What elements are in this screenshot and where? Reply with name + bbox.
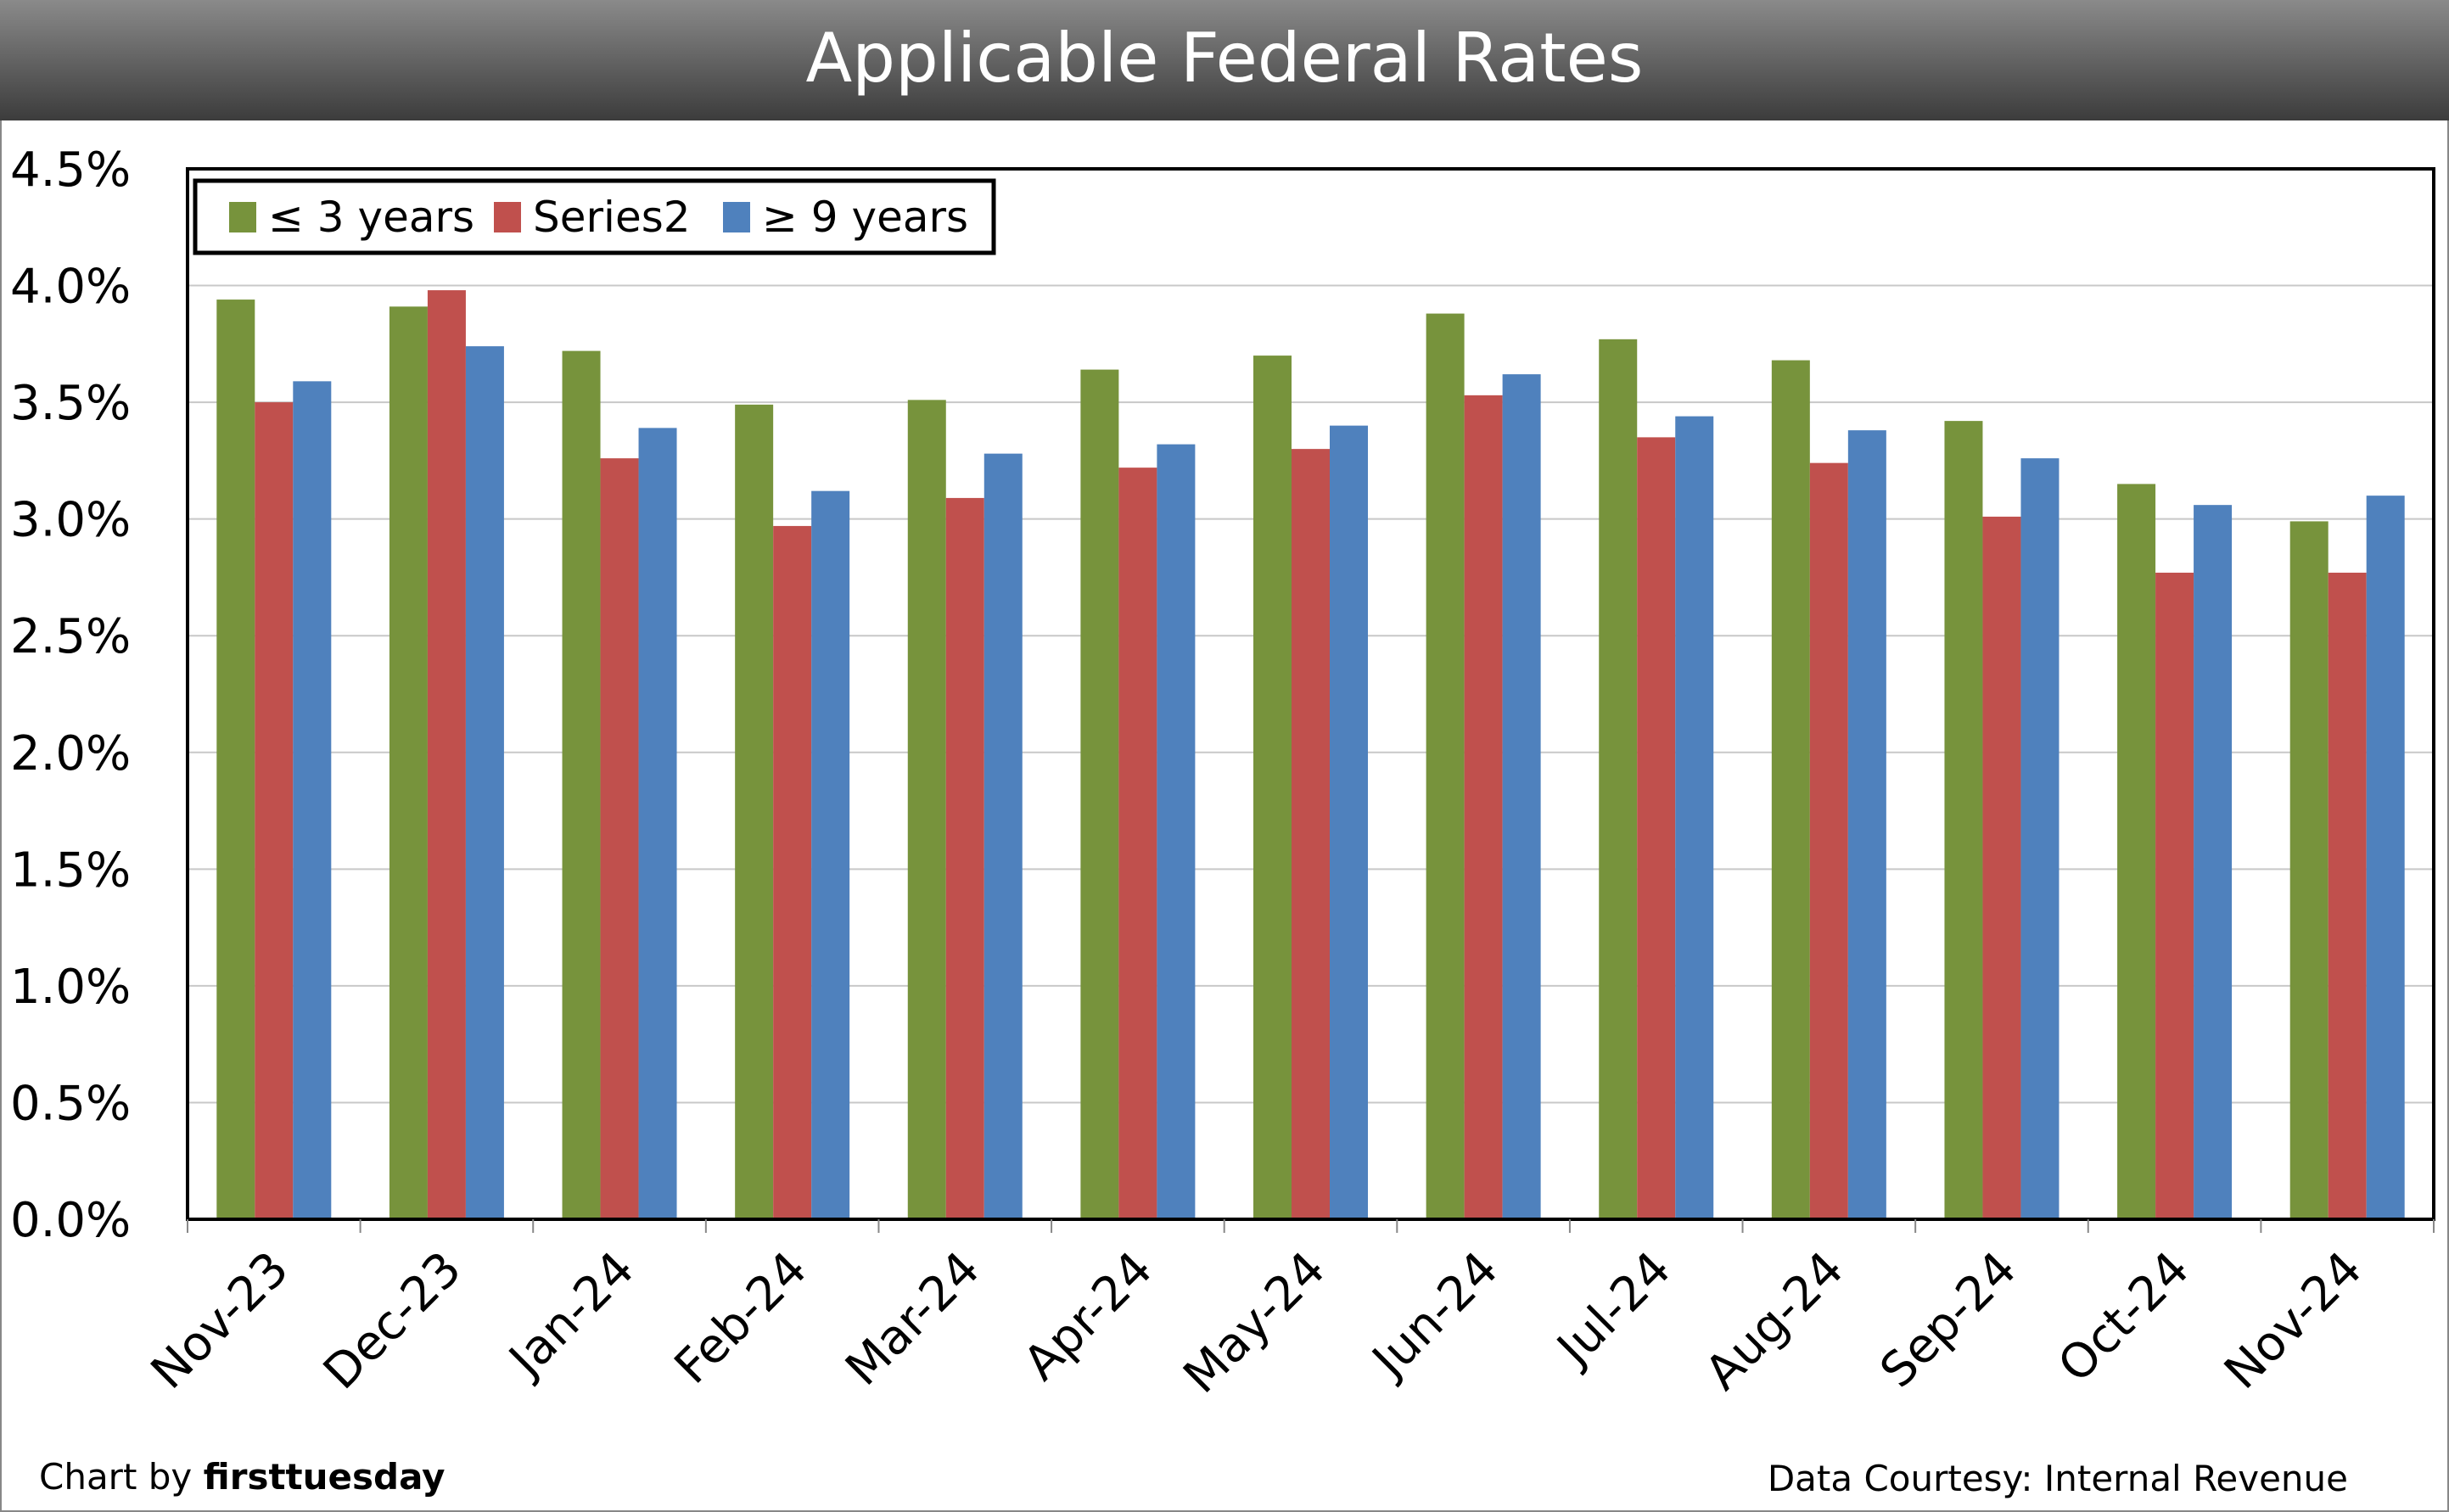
bar-1-Jun-24 <box>1464 395 1503 1219</box>
y-tick-label: 2.0% <box>10 726 131 781</box>
legend-label-1: Series2 <box>533 193 691 242</box>
bar-0-Dec-23 <box>389 306 428 1219</box>
bar-2-Oct-24 <box>2194 505 2233 1219</box>
bar-0-Jun-24 <box>1426 313 1465 1220</box>
legend-box <box>193 178 996 255</box>
bar-0-Nov-24 <box>2289 521 2329 1219</box>
y-tick-label: 2.5% <box>10 609 131 664</box>
bar-2-Dec-23 <box>465 346 504 1219</box>
bar-1-Oct-24 <box>2155 572 2194 1219</box>
bar-1-Jan-24 <box>600 458 639 1219</box>
bar-2-Nov-24 <box>2366 496 2405 1219</box>
y-tick-label: 4.5% <box>10 143 131 198</box>
bar-0-Sep-24 <box>1944 421 1983 1219</box>
bar-0-Aug-24 <box>1771 360 1810 1219</box>
bar-2-Mar-24 <box>984 453 1023 1219</box>
bar-1-Mar-24 <box>945 497 984 1219</box>
y-tick-label: 4.0% <box>10 260 131 315</box>
y-tick-label: 1.5% <box>10 843 131 898</box>
y-tick-label: 1.0% <box>10 960 131 1015</box>
bar-2-Jun-24 <box>1502 374 1541 1219</box>
legend-swatch-1 <box>494 202 521 232</box>
bar-2-Feb-24 <box>811 490 850 1219</box>
bar-1-Nov-23 <box>255 402 294 1220</box>
bar-0-May-24 <box>1253 356 1292 1220</box>
credit-brand: firsttuesday <box>204 1456 446 1498</box>
bar-0-Feb-24 <box>735 404 774 1220</box>
legend: ≤ 3 years Series2 ≥ 9 years <box>193 178 996 255</box>
bar-1-Sep-24 <box>1982 516 2021 1219</box>
y-tick-label: 0.5% <box>10 1076 131 1131</box>
chart-credit: Chart by firsttuesday <box>39 1456 446 1498</box>
bar-1-Nov-24 <box>2328 572 2367 1219</box>
bar-0-Jan-24 <box>562 350 601 1219</box>
y-tick-label: 3.0% <box>10 493 131 548</box>
plot-area <box>186 167 2435 1221</box>
bar-0-Jul-24 <box>1599 339 1638 1220</box>
bar-1-May-24 <box>1292 449 1330 1219</box>
legend-label-2: ≥ 9 years <box>762 193 968 242</box>
bar-2-Sep-24 <box>2020 458 2060 1219</box>
bar-1-Jul-24 <box>1637 437 1676 1219</box>
bar-2-Nov-23 <box>293 381 332 1220</box>
y-tick-label: 0.0% <box>10 1193 131 1248</box>
legend-swatch-0 <box>229 202 256 232</box>
bar-1-Aug-24 <box>1809 462 1848 1219</box>
bar-2-Apr-24 <box>1157 444 1196 1219</box>
title-bar <box>0 0 2449 120</box>
bar-0-Apr-24 <box>1080 369 1119 1219</box>
bar-1-Feb-24 <box>773 525 812 1219</box>
credit-prefix: Chart by <box>39 1456 204 1498</box>
bar-1-Apr-24 <box>1118 468 1157 1219</box>
bar-0-Oct-24 <box>2117 484 2156 1219</box>
bar-2-May-24 <box>1330 425 1368 1220</box>
legend-label-0: ≤ 3 years <box>268 193 474 242</box>
legend-swatch-2 <box>723 202 750 232</box>
y-tick-label: 3.5% <box>10 376 131 431</box>
chart-title: Applicable Federal Rates <box>806 19 1644 98</box>
data-source: Data Courtesy: Internal Revenue <box>1768 1458 2348 1499</box>
bar-2-Aug-24 <box>1847 430 1886 1219</box>
bar-2-Jul-24 <box>1675 416 1714 1219</box>
bar-2-Jan-24 <box>638 428 677 1220</box>
bar-0-Nov-23 <box>216 300 255 1219</box>
bar-0-Mar-24 <box>907 400 946 1219</box>
bar-1-Dec-23 <box>427 290 466 1220</box>
